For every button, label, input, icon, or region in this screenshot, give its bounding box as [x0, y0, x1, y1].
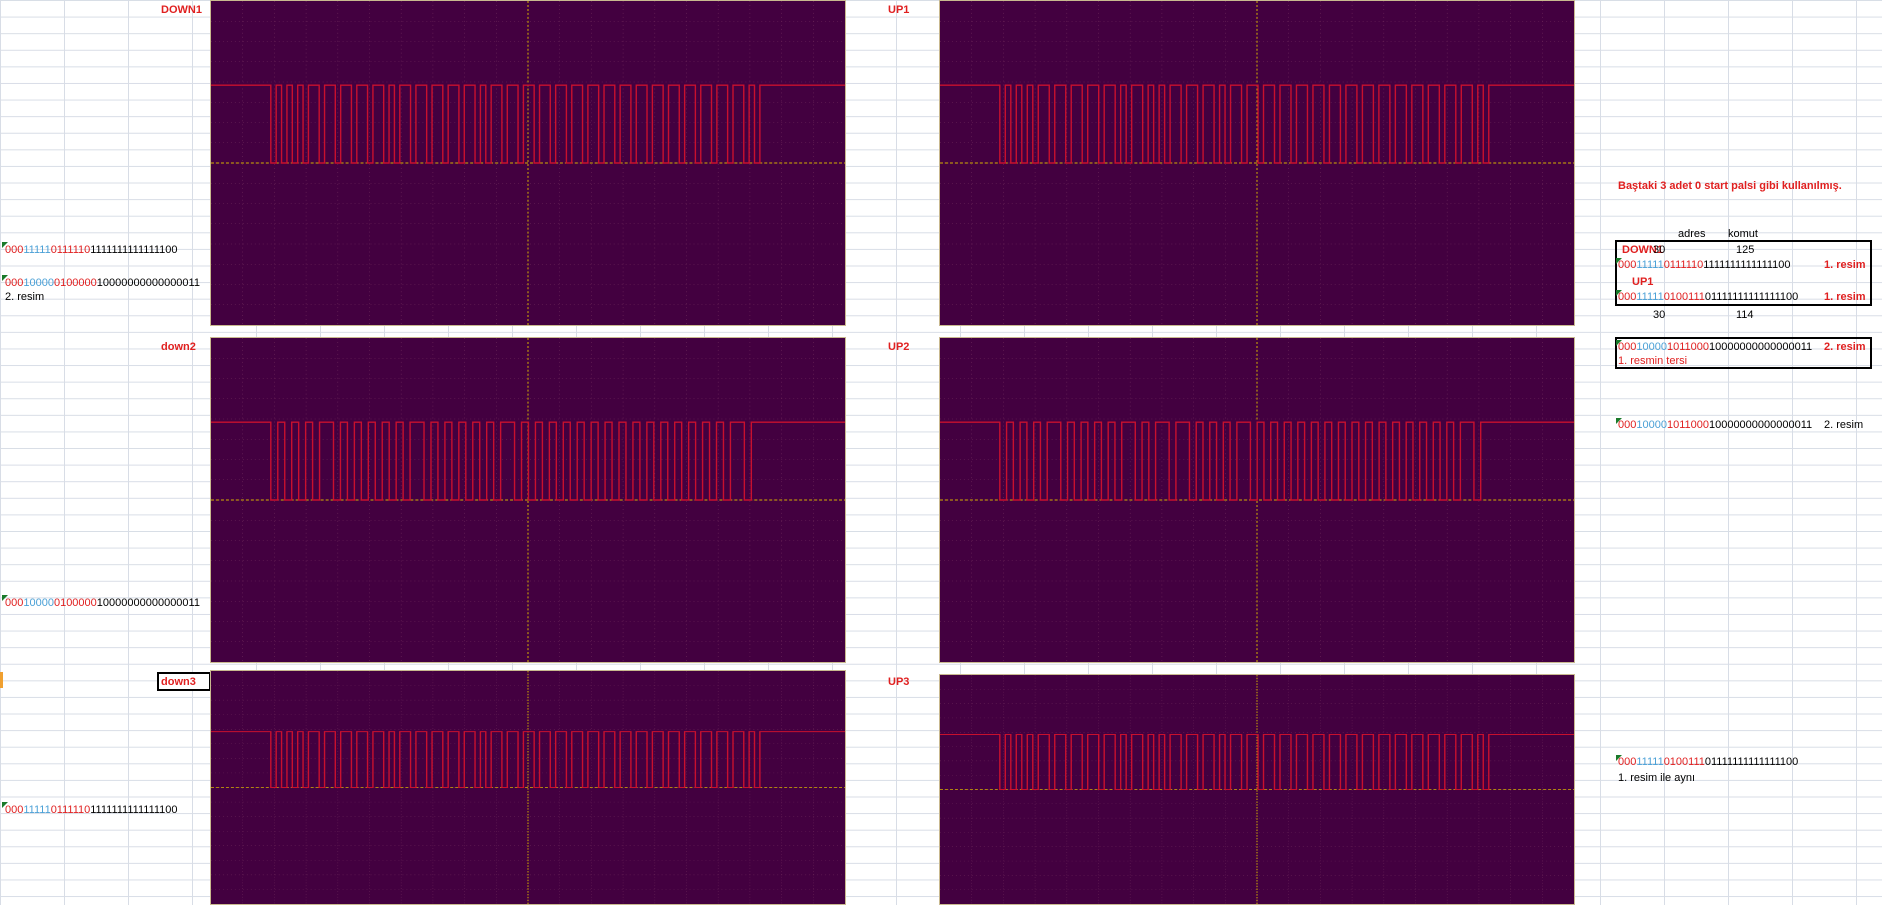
bits-cell-right-4[interactable]: 00011111010011101111111111111100: [1618, 756, 1799, 768]
scope-image-up2[interactable]: [939, 337, 1575, 663]
up1-komut[interactable]: 114: [1736, 309, 1754, 321]
comment-marker[interactable]: [2, 242, 8, 248]
note-right-down1[interactable]: 1. resim: [1824, 259, 1866, 271]
comment-marker[interactable]: [1616, 755, 1622, 761]
down1-adres[interactable]: 30: [1653, 244, 1666, 256]
right-label-down1[interactable]: DOWN1: [1622, 244, 1663, 256]
note-start-pulse[interactable]: Baştaki 3 adet 0 start palsi gibi kullan…: [1618, 180, 1842, 192]
scope-trace-up2: [940, 338, 1574, 662]
comment-marker[interactable]: [2, 275, 8, 281]
scope-trace-path: [940, 734, 1574, 790]
bits-cell-left-3[interactable]: 00010000010000010000000000000011: [5, 597, 200, 609]
note-right-4[interactable]: 1. resim ile aynı: [1618, 772, 1696, 784]
up1-adres[interactable]: 30: [1653, 309, 1666, 321]
scope-trace-path: [940, 421, 1574, 501]
comment-marker[interactable]: [1616, 290, 1622, 296]
comment-marker[interactable]: [2, 595, 8, 601]
comment-marker[interactable]: [1616, 418, 1622, 424]
label-up2: UP2: [888, 341, 910, 353]
scope-trace-up1: [940, 1, 1574, 325]
scope-image-up3[interactable]: [939, 674, 1575, 905]
bits-cell-right-2[interactable]: 00010000101100010000000000000011: [1618, 341, 1813, 353]
label-up3: UP3: [888, 676, 910, 688]
comment-marker[interactable]: [2, 802, 8, 808]
bits-cell-left-2[interactable]: 00010000010000010000000000000011: [5, 277, 200, 289]
scope-image-down2[interactable]: [210, 337, 846, 663]
right-label-up1[interactable]: UP1: [1632, 276, 1654, 288]
scope-trace-up3: [940, 675, 1574, 904]
scope-image-up1[interactable]: [939, 0, 1575, 326]
scope-image-down1[interactable]: [210, 0, 846, 326]
scope-trace-down3: [211, 671, 845, 904]
comment-marker[interactable]: [1616, 258, 1622, 264]
scope-trace-path: [211, 731, 845, 789]
note-right-3[interactable]: 2. resim: [1824, 419, 1864, 431]
table-box-1: [1615, 240, 1872, 306]
label-down3: down3: [161, 676, 196, 688]
note-right-2-sub[interactable]: 1. resmin tersi: [1618, 355, 1688, 367]
header-adres[interactable]: adres: [1678, 228, 1706, 240]
label-down2: down2: [161, 341, 196, 353]
note-cell-left-2[interactable]: 2. resim: [5, 291, 45, 303]
scope-trace-path: [940, 84, 1574, 164]
bits-cell-right-up1[interactable]: 00011111010011101111111111111100: [1618, 291, 1799, 303]
scope-trace-path: [211, 421, 845, 501]
active-row-marker: [0, 672, 3, 688]
scope-trace-down2: [211, 338, 845, 662]
bits-cell-left-1[interactable]: 0001111101111101111111111111100: [5, 244, 178, 256]
scope-trace-path: [211, 84, 845, 164]
table-box-2: [1615, 337, 1872, 369]
note-right-2[interactable]: 2. resim: [1824, 341, 1866, 353]
note-right-up1[interactable]: 1. resim: [1824, 291, 1866, 303]
bits-cell-right-down1[interactable]: 0001111101111101111111111111100: [1618, 259, 1791, 271]
comment-marker[interactable]: [1616, 340, 1622, 346]
scope-trace-down1: [211, 1, 845, 325]
bits-cell-left-4[interactable]: 0001111101111101111111111111100: [5, 804, 178, 816]
label-down1: DOWN1: [161, 4, 202, 16]
scope-image-down3[interactable]: [210, 670, 846, 905]
header-komut[interactable]: komut: [1728, 228, 1758, 240]
bits-cell-right-3[interactable]: 00010000101100010000000000000011: [1618, 419, 1813, 431]
label-up1: UP1: [888, 4, 910, 16]
down1-komut[interactable]: 125: [1736, 244, 1755, 256]
